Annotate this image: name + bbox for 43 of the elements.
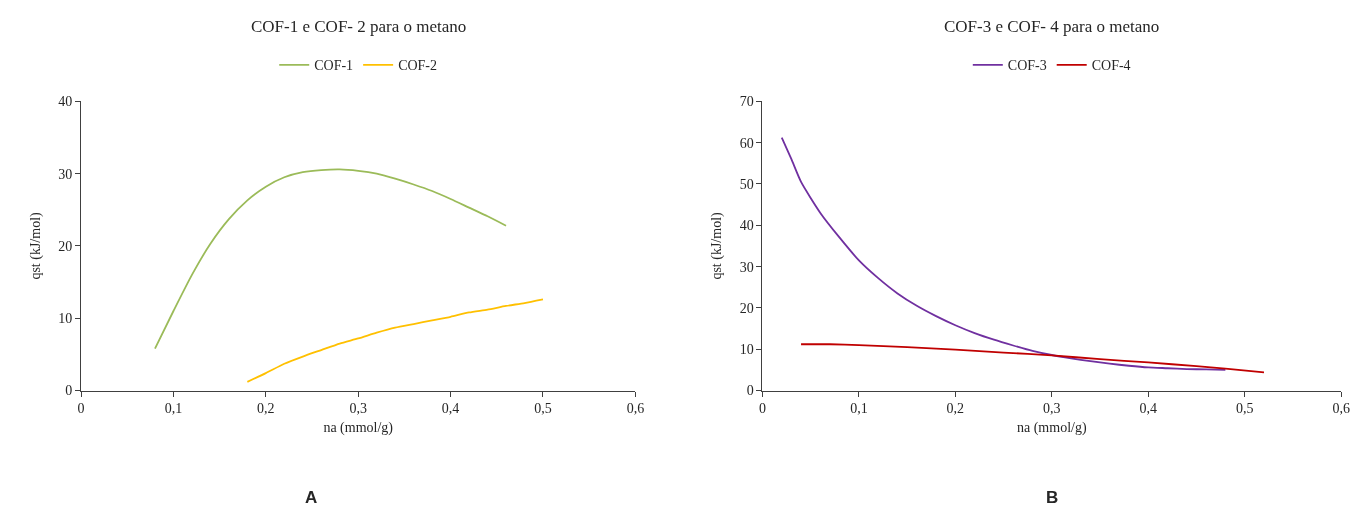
x-tick-label: 0 xyxy=(77,401,85,417)
line-series xyxy=(246,298,544,383)
y-tick-label: 10 xyxy=(58,311,73,327)
x-tick-label: 0,3 xyxy=(349,401,367,417)
legend-label: COF-4 xyxy=(1091,58,1131,74)
x-tick-label: 0,5 xyxy=(534,401,552,417)
y-axis-title: qst (kJ/mol) xyxy=(709,211,726,280)
x-tick-label: 0,1 xyxy=(164,401,183,417)
y-tick-label: 50 xyxy=(739,176,754,192)
legend-label: COF-3 xyxy=(1007,58,1047,74)
y-tick-label: 30 xyxy=(739,259,754,275)
y-tick-label: 20 xyxy=(739,300,754,316)
y-tick-label: 0 xyxy=(746,383,754,399)
y-tick-label: 70 xyxy=(739,94,754,110)
line-series xyxy=(780,136,1227,371)
y-tick-label: 10 xyxy=(739,342,754,358)
x-tick-label: 0,3 xyxy=(1043,401,1061,417)
x-tick-label: 0,4 xyxy=(1139,401,1157,417)
y-tick-label: 20 xyxy=(58,238,73,254)
x-tick-label: 0,5 xyxy=(1235,401,1254,417)
x-tick-label: 0,1 xyxy=(850,401,868,417)
y-tick-label: 30 xyxy=(58,166,73,182)
x-tick-label: 0,6 xyxy=(626,401,645,417)
chart-title: COF-1 e COF- 2 para o metano xyxy=(251,17,467,36)
y-axis-title: qst (kJ/mol) xyxy=(27,211,44,280)
x-tick-label: 0,2 xyxy=(257,401,275,417)
x-tick-label: 0,4 xyxy=(441,401,460,417)
line-series xyxy=(154,168,507,350)
x-tick-label: 0,2 xyxy=(946,401,965,417)
x-tick-label: 0,6 xyxy=(1332,401,1350,417)
x-axis-title: na (mmol/g) xyxy=(1017,419,1087,436)
y-tick-label: 60 xyxy=(739,135,754,151)
x-tick-label: 0 xyxy=(758,401,766,417)
text: A xyxy=(305,488,318,507)
x-axis-title: na (mmol/g) xyxy=(323,419,394,436)
y-tick-label: 40 xyxy=(739,218,754,234)
y-tick-label: 40 xyxy=(58,94,73,110)
y-tick-label: 0 xyxy=(65,383,73,399)
line-series xyxy=(800,343,1265,374)
legend-label: COF-2 xyxy=(398,58,438,74)
legend-label: COF-1 xyxy=(314,58,354,74)
chart-title: COF-3 e COF- 4 para o metano xyxy=(944,17,1160,36)
text: B xyxy=(1046,488,1059,507)
